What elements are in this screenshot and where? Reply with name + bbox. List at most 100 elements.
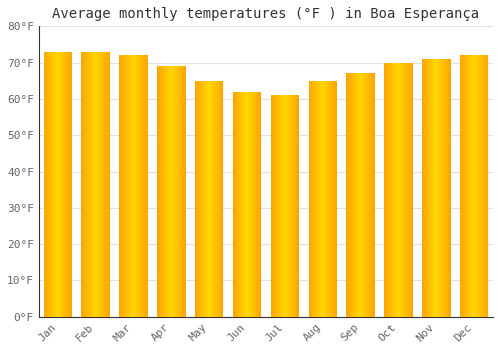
Bar	[258, 92, 260, 317]
Bar	[480, 55, 481, 317]
Bar	[55, 52, 56, 317]
Bar	[274, 95, 276, 317]
Bar	[139, 55, 140, 317]
Bar	[91, 52, 92, 317]
Bar	[128, 55, 129, 317]
Bar	[121, 55, 122, 317]
Bar	[446, 59, 448, 317]
Bar	[400, 63, 402, 317]
Bar	[122, 55, 123, 317]
Bar	[206, 81, 208, 317]
Bar	[362, 74, 364, 317]
Bar	[407, 63, 408, 317]
Bar	[370, 74, 371, 317]
Bar	[270, 95, 272, 317]
Bar	[51, 52, 52, 317]
Bar	[371, 74, 372, 317]
Bar	[215, 81, 216, 317]
Bar	[127, 55, 128, 317]
Bar	[177, 66, 178, 317]
Bar	[296, 95, 297, 317]
Bar	[68, 52, 69, 317]
Bar	[200, 81, 202, 317]
Bar	[321, 81, 322, 317]
Bar	[90, 52, 91, 317]
Bar	[441, 59, 442, 317]
Bar	[354, 74, 355, 317]
Bar	[427, 59, 428, 317]
Bar	[102, 52, 103, 317]
Bar	[432, 59, 434, 317]
Bar	[478, 55, 479, 317]
Bar	[445, 59, 446, 317]
Bar	[238, 92, 240, 317]
Bar	[82, 52, 84, 317]
Bar	[287, 95, 288, 317]
Bar	[477, 55, 478, 317]
Bar	[320, 81, 321, 317]
Bar	[70, 52, 71, 317]
Bar	[357, 74, 358, 317]
Bar	[430, 59, 432, 317]
Bar	[366, 74, 368, 317]
Bar	[328, 81, 330, 317]
Bar	[145, 55, 146, 317]
Bar	[163, 66, 164, 317]
Bar	[470, 55, 472, 317]
Bar	[475, 55, 476, 317]
Bar	[109, 52, 110, 317]
Bar	[71, 52, 72, 317]
Bar	[461, 55, 462, 317]
Bar	[172, 66, 174, 317]
Bar	[44, 52, 46, 317]
Bar	[373, 74, 374, 317]
Bar	[374, 74, 375, 317]
Bar	[234, 92, 236, 317]
Bar	[312, 81, 314, 317]
Bar	[294, 95, 296, 317]
Bar	[50, 52, 51, 317]
Bar	[426, 59, 427, 317]
Bar	[278, 95, 280, 317]
Bar	[460, 55, 461, 317]
Bar	[57, 52, 58, 317]
Bar	[184, 66, 186, 317]
Bar	[211, 81, 212, 317]
Bar	[144, 55, 145, 317]
Bar	[124, 55, 125, 317]
Bar	[243, 92, 244, 317]
Bar	[85, 52, 86, 317]
Bar	[141, 55, 142, 317]
Bar	[308, 81, 310, 317]
Bar	[358, 74, 360, 317]
Bar	[245, 92, 246, 317]
Bar	[208, 81, 209, 317]
Bar	[54, 52, 55, 317]
Bar	[56, 52, 57, 317]
Bar	[89, 52, 90, 317]
Bar	[53, 52, 54, 317]
Bar	[58, 52, 59, 317]
Title: Average monthly temperatures (°F ) in Boa Esperança: Average monthly temperatures (°F ) in Bo…	[52, 7, 480, 21]
Bar	[92, 52, 94, 317]
Bar	[182, 66, 184, 317]
Bar	[66, 52, 68, 317]
Bar	[331, 81, 332, 317]
Bar	[105, 52, 106, 317]
Bar	[242, 92, 244, 317]
Bar	[204, 81, 206, 317]
Bar	[403, 63, 404, 317]
Bar	[292, 95, 294, 317]
Bar	[330, 81, 332, 317]
Bar	[482, 55, 484, 317]
Bar	[319, 81, 320, 317]
Bar	[368, 74, 369, 317]
Bar	[385, 63, 386, 317]
Bar	[254, 92, 256, 317]
Bar	[146, 55, 147, 317]
Bar	[69, 52, 70, 317]
Bar	[336, 81, 337, 317]
Bar	[106, 52, 107, 317]
Bar	[244, 92, 245, 317]
Bar	[349, 74, 350, 317]
